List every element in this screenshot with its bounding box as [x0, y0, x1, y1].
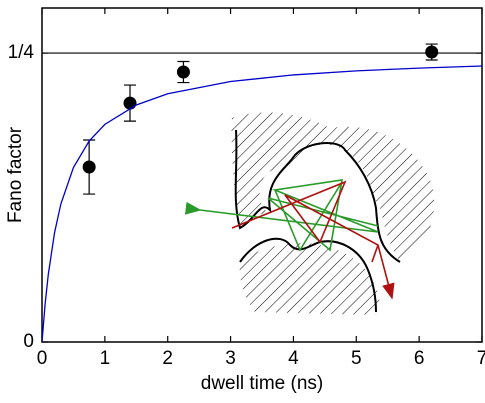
y-tick-label: 0 — [23, 331, 34, 352]
fit-curve — [41, 65, 483, 343]
x-axis-label: dwell time (ns) — [201, 373, 323, 394]
data-point — [123, 96, 137, 110]
x-tick-label: 5 — [351, 348, 362, 369]
y-tick-label: 1/4 — [8, 42, 35, 63]
x-tick-label: 0 — [37, 348, 48, 369]
data-point — [176, 65, 190, 79]
y-axis-label: Fano factor — [5, 126, 26, 223]
plot-frame — [41, 7, 483, 343]
x-tick-label: 4 — [288, 348, 299, 369]
x-tick-label: 7 — [477, 348, 485, 369]
data-point — [425, 45, 439, 59]
x-tick-label: 1 — [100, 348, 111, 369]
x-tick-label: 6 — [414, 348, 425, 369]
inset-diagram — [200, 112, 435, 315]
data-point — [82, 160, 96, 174]
x-tick-label: 2 — [162, 348, 173, 369]
x-tick-label: 3 — [225, 348, 236, 369]
